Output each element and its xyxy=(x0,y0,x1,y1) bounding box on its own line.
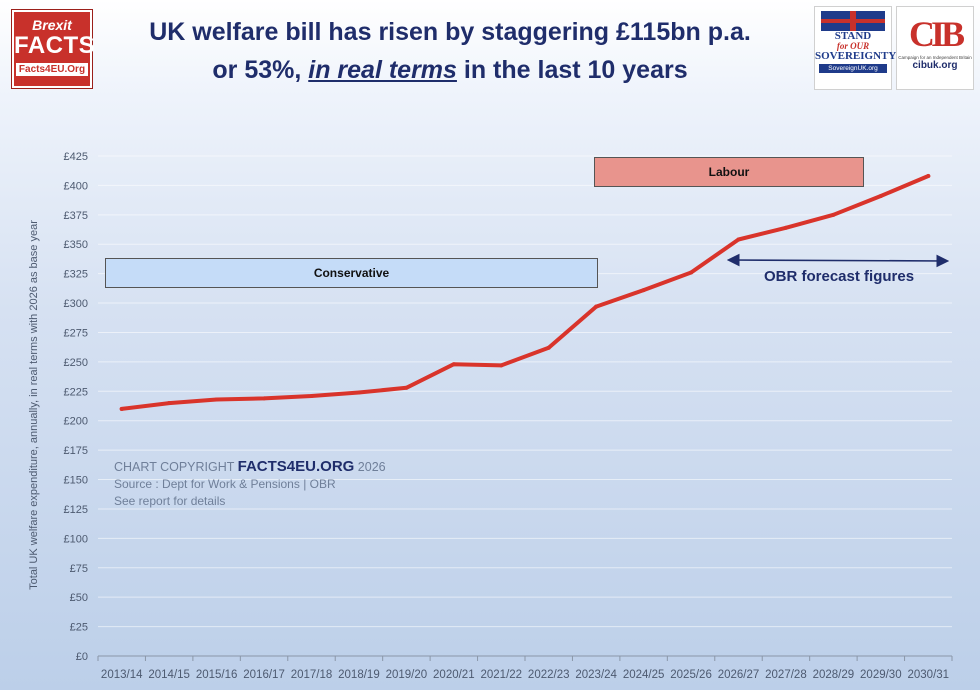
y-tick-label: £200 xyxy=(64,416,88,428)
x-tick-label: 2013/14 xyxy=(101,669,143,681)
y-tick-label: £400 xyxy=(64,180,88,192)
series-line xyxy=(119,174,931,411)
x-tick-label: 2022/23 xyxy=(528,669,570,681)
x-tick-label: 2020/21 xyxy=(433,669,475,681)
y-tick-label: £175 xyxy=(64,445,88,457)
x-tick-label: 2021/22 xyxy=(480,669,522,681)
copyright-prefix: CHART COPYRIGHT xyxy=(114,460,238,474)
data-point xyxy=(546,345,551,350)
x-tick-label: 2017/18 xyxy=(291,669,333,681)
title-line2-suffix: in the last 10 years xyxy=(456,56,688,84)
title-line2-prefix: or 53%, xyxy=(212,56,309,84)
x-axis-ticks: 2013/14 2014/15 2015/16 2016/17 2017/18 2018/… xyxy=(97,656,953,681)
data-point xyxy=(451,362,456,367)
x-tick-label: 2030/31 xyxy=(907,669,949,681)
sos-text-for-our: for OUR xyxy=(836,41,870,51)
y-tick-label: £100 xyxy=(64,533,88,545)
data-point xyxy=(689,270,694,275)
labour-band: Labour xyxy=(594,157,864,187)
chart-copyright: CHART COPYRIGHT FACTS4EU.ORG 2026 xyxy=(114,458,386,475)
data-point xyxy=(309,394,314,398)
y-tick-label: £300 xyxy=(64,298,88,310)
x-tick-label: 2028/29 xyxy=(813,669,855,681)
data-point xyxy=(262,396,267,401)
x-tick-label: 2025/26 xyxy=(670,669,712,681)
y-tick-label: £75 xyxy=(70,563,88,575)
chart-source: Source : Dept for Work & Pensions | OBR xyxy=(114,477,336,491)
sos-text-sovereignty: SOVEREIGNTY xyxy=(815,50,897,62)
x-tick-label: 2027/28 xyxy=(765,669,807,681)
data-point xyxy=(831,212,836,217)
y-tick-label: £125 xyxy=(64,504,88,516)
logo-text-brexit: Brexit xyxy=(32,17,72,33)
logo-text-facts: FACTS xyxy=(14,32,96,59)
data-point xyxy=(167,401,172,406)
y-tick-label: £425 xyxy=(64,151,88,163)
y-tick-label: £150 xyxy=(64,475,88,487)
gridlines xyxy=(98,155,952,628)
y-tick-label: £225 xyxy=(64,386,88,398)
data-point xyxy=(926,174,931,178)
y-tick-label: £350 xyxy=(64,239,88,251)
y-tick-label: £50 xyxy=(70,592,88,604)
sos-text-stand: STAND xyxy=(834,30,872,42)
obr-forecast-arrow xyxy=(726,253,950,268)
chart-title-line1: UK welfare bill has risen by staggering … xyxy=(149,18,751,46)
y-axis-ticks: £0 £25 £50 £75 £100 £125 £150 £175 £200 £225 £250 £… xyxy=(64,151,88,663)
data-point xyxy=(594,304,599,309)
y-tick-label: £275 xyxy=(64,327,88,339)
y-tick-label: £0 xyxy=(76,651,88,663)
sos-url: SovereignUK.org xyxy=(819,64,887,73)
copyright-year: 2026 xyxy=(354,460,386,474)
brexit-facts-logo: Brexit FACTS Facts4EU.Org xyxy=(12,10,96,88)
stand-for-sovereignty-logo: STAND for OUR SOVEREIGNTY SovereignUK.or… xyxy=(814,6,897,90)
copyright-brand: FACTS4EU.ORG xyxy=(237,458,355,475)
y-tick-label: £375 xyxy=(64,210,88,222)
y-tick-label: £25 xyxy=(70,622,88,634)
y-tick-label: £325 xyxy=(64,269,88,281)
x-tick-label: 2026/27 xyxy=(718,669,760,681)
x-tick-label: 2024/25 xyxy=(623,669,665,681)
data-point xyxy=(119,406,124,411)
data-point xyxy=(356,390,361,395)
x-tick-label: 2019/20 xyxy=(386,669,428,681)
chart-note: See report for details xyxy=(114,494,226,508)
logo-text-url: Facts4EU.Org xyxy=(15,63,89,76)
data-point xyxy=(214,397,219,402)
chart-title-line2: or 53%, in real terms in the last 10 yea… xyxy=(100,52,800,88)
title-line2-emphasis: in real terms xyxy=(308,56,457,84)
obr-forecast-label: OBR forecast figures xyxy=(764,268,915,285)
cib-tagline: Campaign for an Independent Britain xyxy=(898,55,972,60)
x-tick-label: 2015/16 xyxy=(196,669,238,681)
y-tick-label: £250 xyxy=(64,357,88,369)
data-point xyxy=(736,237,741,242)
x-tick-label: 2018/19 xyxy=(338,669,380,681)
cib-mark: CIB xyxy=(908,14,965,54)
data-point xyxy=(878,194,883,198)
series-layer xyxy=(119,174,931,411)
conservative-band: Conservative xyxy=(105,258,598,288)
data-point xyxy=(641,288,646,293)
cib-logo: CIB Campaign for an Independent Britain … xyxy=(896,6,974,90)
data-point xyxy=(404,385,409,390)
x-tick-label: 2029/30 xyxy=(860,669,902,681)
data-point xyxy=(783,225,788,230)
y-axis-label: Total UK welfare expenditure, annually, … xyxy=(28,220,40,590)
x-tick-label: 2016/17 xyxy=(243,669,285,681)
x-tick-label: 2023/24 xyxy=(575,669,617,681)
x-tick-label: 2014/15 xyxy=(148,669,190,681)
union-flag-icon xyxy=(821,11,885,31)
data-point xyxy=(499,363,504,368)
cib-url: cibuk.org xyxy=(912,60,958,71)
